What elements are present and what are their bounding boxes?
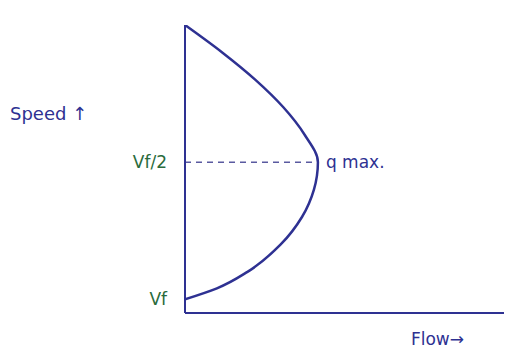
- svg-text:Flow→: Flow→: [411, 329, 464, 349]
- svg-text:Speed ↑: Speed ↑: [10, 103, 87, 124]
- svg-text:q max.: q max.: [326, 152, 385, 172]
- svg-text:Vf/2: Vf/2: [133, 152, 167, 172]
- svg-text:Vf: Vf: [149, 289, 168, 309]
